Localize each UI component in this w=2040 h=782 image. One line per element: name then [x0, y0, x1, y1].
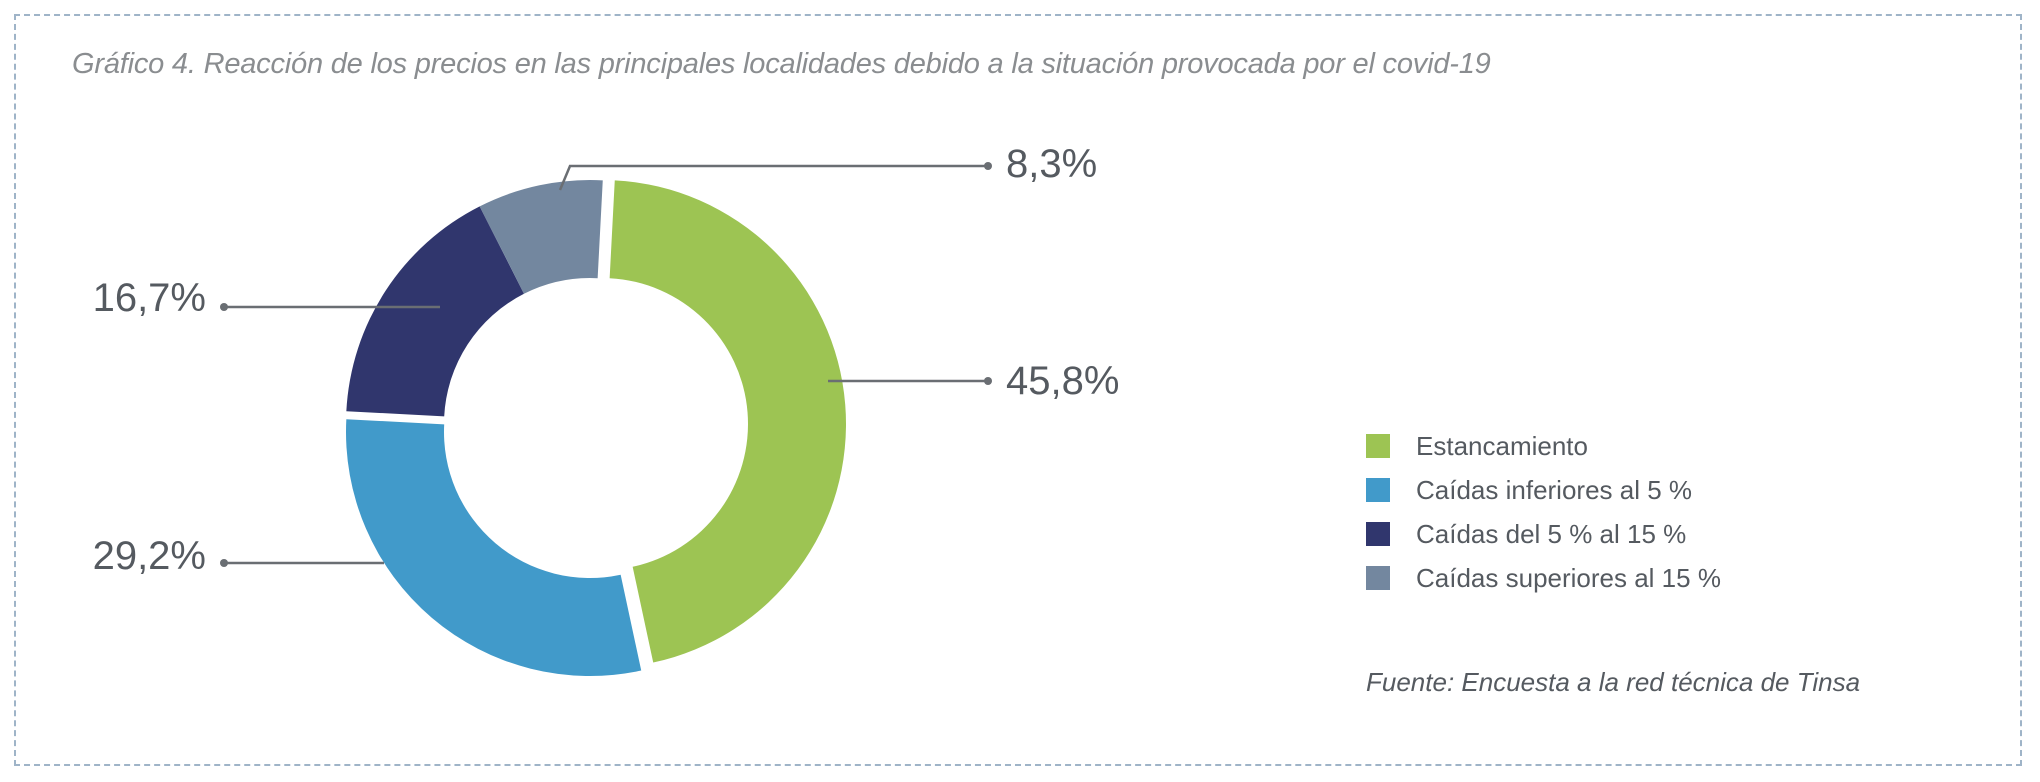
data-label-2: 29,2% — [93, 534, 206, 578]
leader-dot-2 — [220, 559, 228, 567]
legend-item-1: Estancamiento — [1366, 424, 1721, 468]
leader-dot-1 — [984, 377, 992, 385]
leader-line-4 — [558, 164, 988, 191]
legend-swatch-1 — [1366, 434, 1390, 458]
data-label-4: 8,3% — [1006, 142, 1097, 186]
legend-swatch-2 — [1366, 478, 1390, 502]
leader-dot-4 — [984, 162, 992, 170]
data-label-3: 16,7% — [93, 276, 206, 320]
data-label-1: 45,8% — [1006, 359, 1119, 403]
legend-label-1: Estancamiento — [1416, 430, 1588, 461]
donut-slice-4 — [479, 180, 603, 294]
legend-swatch-4 — [1366, 566, 1390, 590]
chart-legend: Estancamiento Caídas inferiores al 5 % Caí… — [1366, 424, 1721, 600]
legend-item-3: Caídas del 5 % al 15 % — [1366, 512, 1721, 556]
chart-title: Gráfico 4. Reacción de los precios en la… — [72, 48, 1491, 80]
donut-slice-3 — [346, 206, 524, 417]
chart-frame — [14, 14, 2022, 766]
legend-label-3: Caídas del 5 % al 15 % — [1416, 518, 1687, 549]
legend-item-2: Caídas inferiores al 5 % — [1366, 468, 1721, 512]
legend-item-4: Caídas superiores al 15 % — [1366, 556, 1721, 600]
legend-label-4: Caídas superiores al 15 % — [1416, 562, 1721, 593]
source-note: Fuente: Encuesta a la red técnica de Tin… — [1366, 667, 1861, 697]
legend-swatch-3 — [1366, 522, 1390, 546]
donut-slice-2 — [345, 419, 642, 676]
leader-dot-3 — [220, 303, 228, 311]
donut-slice-1 — [609, 180, 846, 663]
legend-label-2: Caídas inferiores al 5 % — [1416, 474, 1693, 505]
